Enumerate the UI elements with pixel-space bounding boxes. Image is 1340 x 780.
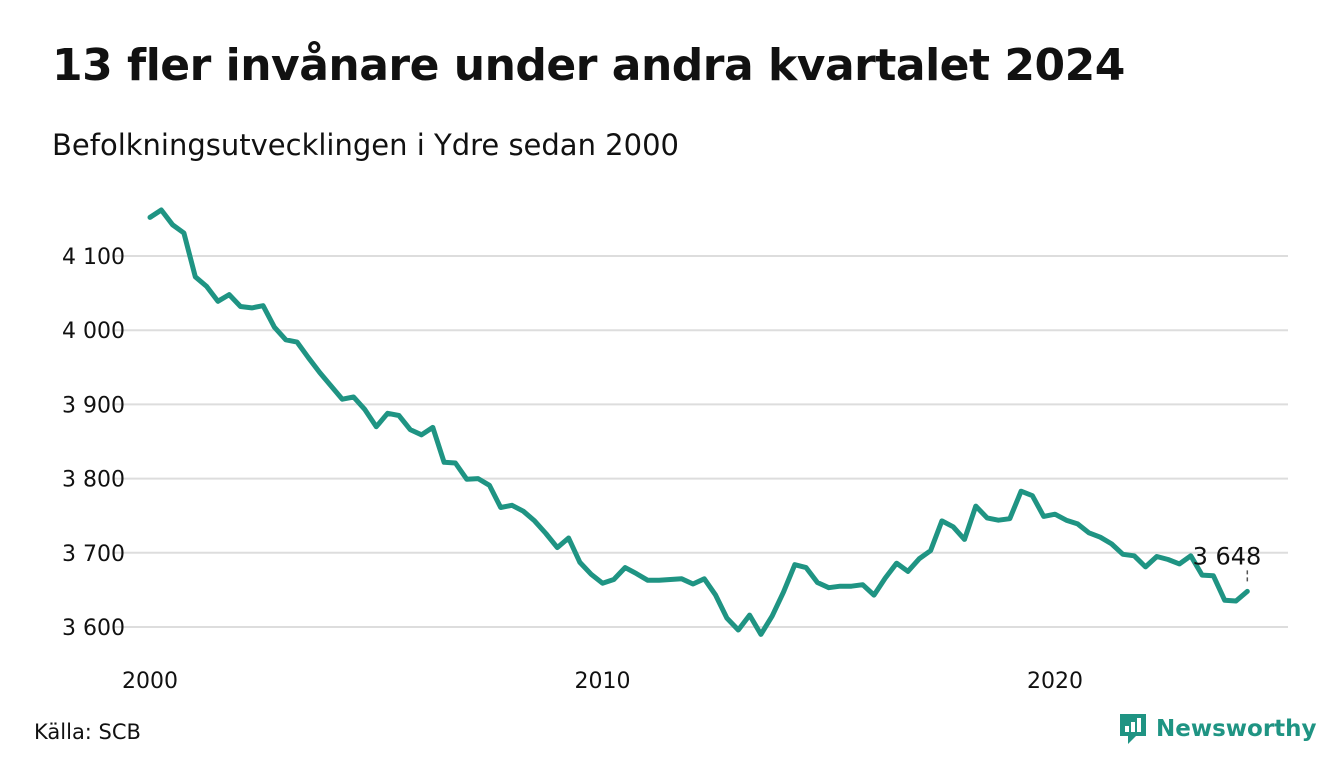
chart-subtitle: Befolkningsutvecklingen i Ydre sedan 200… (52, 128, 679, 162)
gridlines (113, 255, 1288, 628)
x-tick-label: 2000 (122, 669, 178, 694)
series-points (148, 208, 1249, 636)
y-tick-label: 3 700 (62, 542, 125, 567)
brand-label: Newsworthy (1156, 716, 1317, 742)
last-value-label: 3 648 (1193, 542, 1262, 570)
y-tick-label: 3 800 (62, 468, 125, 493)
y-tick-label: 3 900 (62, 393, 125, 418)
y-axis-tick-labels: 3 600 3 700 3 800 3 900 4 000 4 100 (62, 245, 125, 641)
x-axis-tick-labels: 2000 2010 2020 (122, 669, 1083, 694)
newsworthy-logo-icon (1120, 714, 1146, 744)
population-series-line (147, 207, 1250, 637)
brand-logo[interactable]: Newsworthy (1118, 712, 1317, 746)
x-tick-label: 2010 (575, 669, 631, 694)
y-tick-label: 4 000 (62, 319, 125, 344)
chart-title: 13 fler invånare under andra kvartalet 2… (52, 40, 1125, 91)
x-tick-label: 2020 (1027, 669, 1083, 694)
source-note: Källa: SCB (34, 720, 141, 744)
y-tick-label: 3 600 (62, 616, 125, 641)
y-tick-label: 4 100 (62, 245, 125, 270)
